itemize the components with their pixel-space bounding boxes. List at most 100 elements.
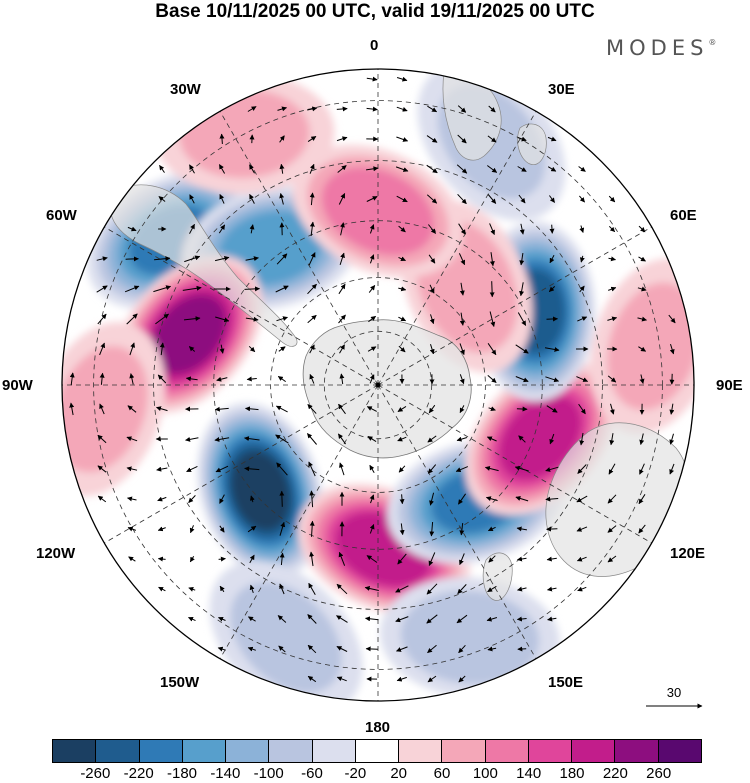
colorbar-tick-label: -140 xyxy=(210,765,241,782)
wind-vector xyxy=(157,526,166,532)
wind-vector xyxy=(546,526,558,532)
wind-vector xyxy=(126,436,138,442)
wind-vector xyxy=(579,225,585,233)
wind-vector xyxy=(308,582,316,595)
wind-vector xyxy=(96,256,108,262)
wind-vector xyxy=(607,375,617,383)
wind-vector xyxy=(426,194,438,204)
wind-vector xyxy=(309,163,315,174)
wind-vector xyxy=(279,521,286,536)
meridian-label-150e: 150E xyxy=(548,674,584,691)
wind-vector xyxy=(398,225,406,233)
colorbar-swatch xyxy=(182,740,227,762)
wind-vector xyxy=(396,76,408,82)
south-pole-marker xyxy=(375,382,381,388)
wind-vector xyxy=(214,406,229,412)
wind-vector xyxy=(246,376,257,382)
wind-vector xyxy=(184,255,201,263)
wind-vector xyxy=(399,523,405,536)
wind-vector xyxy=(369,254,375,264)
polar-map[interactable] xyxy=(0,0,750,735)
wind-vector xyxy=(395,166,409,172)
wind-vector xyxy=(396,646,408,652)
wind-vector xyxy=(336,106,348,112)
wind-vector xyxy=(188,495,196,503)
wind-vector xyxy=(397,553,407,565)
wind-vector xyxy=(275,405,288,413)
wind-vector xyxy=(129,342,135,356)
wind-vector xyxy=(488,105,496,113)
wind-vector xyxy=(215,316,230,323)
wind-vector xyxy=(398,345,406,353)
colorbar-swatch xyxy=(226,740,270,762)
wind-vector xyxy=(456,614,468,624)
wind-vector xyxy=(309,221,315,236)
meridian-label-60w: 60W xyxy=(46,207,77,224)
wind-vector xyxy=(365,616,379,622)
wind-vector xyxy=(637,286,647,292)
wind-vector xyxy=(309,551,315,567)
wind-vector xyxy=(549,254,555,264)
wind-vector xyxy=(489,311,496,327)
wind-vector xyxy=(369,524,375,534)
wind-vector xyxy=(124,285,140,293)
wind-vector xyxy=(218,556,226,562)
wind-vector xyxy=(578,403,586,415)
wind-vector xyxy=(544,347,560,352)
wind-vector xyxy=(489,252,495,267)
colorbar-swatch xyxy=(355,740,400,762)
wind-vector xyxy=(487,526,496,532)
wind-vector xyxy=(579,195,585,203)
meridian-line xyxy=(104,226,379,386)
wind-vector xyxy=(426,164,438,174)
wind-vector xyxy=(547,586,557,592)
wind-vector xyxy=(189,555,195,563)
wind-vector xyxy=(517,166,527,172)
wind-vector xyxy=(429,284,435,294)
wind-vector xyxy=(219,585,225,593)
wind-vector xyxy=(459,374,465,385)
colorbar-swatch xyxy=(139,740,183,762)
wind-vector xyxy=(395,616,409,623)
wind-vector xyxy=(69,372,75,386)
colorbar-swatch xyxy=(528,740,573,762)
madagascar xyxy=(517,123,547,166)
wind-vector xyxy=(97,465,107,473)
wind-vector xyxy=(639,463,645,475)
meridian-label-120e: 120E xyxy=(670,545,706,562)
wind-vector xyxy=(156,466,168,472)
wind-vector xyxy=(484,466,499,472)
wind-vector xyxy=(576,376,589,382)
wind-vector xyxy=(309,520,315,537)
wind-vector xyxy=(279,490,285,507)
wind-vector xyxy=(338,403,346,415)
wind-vector xyxy=(307,314,317,324)
wind-vector xyxy=(154,256,171,262)
colorbar-tick-label: -180 xyxy=(166,765,198,782)
wind-vector xyxy=(307,283,317,295)
wind-vector xyxy=(516,406,528,412)
wind-vector xyxy=(308,461,316,477)
wind-vector xyxy=(307,433,317,445)
meridian-label-0: 0 xyxy=(370,37,379,54)
wind-vector xyxy=(249,193,255,204)
anomaly-band xyxy=(230,581,342,694)
wind-vector xyxy=(158,586,166,592)
wind-vector xyxy=(398,316,407,322)
wind-vector xyxy=(576,556,587,562)
wind-vector xyxy=(189,223,195,234)
wind-vector xyxy=(516,616,527,622)
wind-vector xyxy=(638,494,646,505)
wind-vector xyxy=(338,314,346,324)
meridian-label-90e: 90E xyxy=(716,377,743,394)
wind-vector xyxy=(639,374,645,384)
registered-mark: ® xyxy=(708,38,717,47)
modes-logo: MODES® xyxy=(606,36,716,60)
wind-vector xyxy=(608,195,616,203)
wind-vector xyxy=(245,256,259,262)
colorbar-ticks: -260 -220 -180 -140 -100 -60 -20 20 60 100 140 180 2… xyxy=(52,765,702,783)
latitude-circle xyxy=(153,160,603,610)
colorbar-swatch xyxy=(399,740,443,762)
wind-vector xyxy=(158,196,166,202)
meridian-label-90w: 90W xyxy=(2,377,33,394)
